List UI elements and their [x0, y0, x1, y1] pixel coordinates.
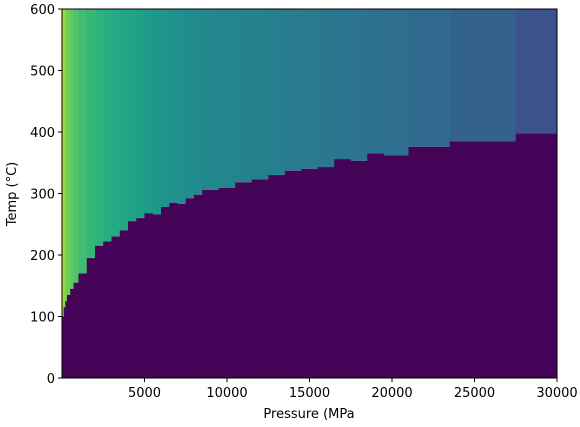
lower-region	[317, 167, 335, 378]
upper-region	[284, 9, 302, 171]
lower-region	[367, 153, 385, 378]
upper-region	[63, 9, 66, 308]
x-axis-label: Pressure (MPa	[263, 407, 354, 422]
lower-region	[194, 194, 203, 378]
lower-region	[177, 203, 187, 378]
upper-region	[367, 9, 385, 154]
lower-region	[218, 187, 236, 378]
x-tick-label: 10000	[206, 386, 247, 401]
lower-region	[63, 307, 66, 378]
lower-region	[350, 160, 368, 378]
y-tick-label: 400	[30, 126, 55, 141]
lower-region	[128, 221, 137, 378]
upper-region	[103, 9, 112, 242]
upper-region	[185, 9, 195, 199]
upper-region	[144, 9, 154, 214]
x-tick-label: 30000	[536, 386, 577, 401]
lower-region	[65, 301, 68, 378]
lower-region	[169, 202, 178, 378]
lower-region	[119, 230, 129, 378]
upper-region	[119, 9, 129, 231]
lower-region	[334, 159, 352, 378]
lower-region	[284, 170, 302, 378]
lower-region	[251, 179, 269, 378]
upper-region	[408, 9, 451, 147]
lower-region	[185, 198, 195, 378]
y-tick-label: 100	[30, 311, 55, 326]
lower-region	[235, 182, 253, 378]
upper-region	[128, 9, 137, 222]
lower-region	[144, 213, 154, 378]
lower-region	[62, 316, 65, 378]
upper-region	[78, 9, 88, 274]
upper-region	[383, 9, 409, 156]
lower-region	[70, 288, 75, 378]
lower-region	[111, 236, 121, 378]
upper-region	[202, 9, 220, 190]
upper-region	[86, 9, 96, 259]
lower-region	[383, 155, 409, 378]
lower-region	[73, 282, 79, 378]
lower-region	[78, 273, 88, 378]
upper-region	[301, 9, 319, 169]
lower-region	[515, 133, 558, 378]
upper-region	[62, 9, 65, 317]
lower-region	[152, 214, 162, 378]
upper-region	[65, 9, 68, 302]
upper-region	[169, 9, 178, 203]
lower-region	[103, 241, 112, 378]
x-tick-label: 5000	[128, 386, 161, 401]
y-tick-label: 200	[30, 249, 55, 264]
y-axis-label: Temp (°C)	[5, 162, 20, 228]
y-tick-label: 500	[30, 65, 55, 80]
lower-region	[202, 189, 220, 378]
lower-region	[408, 146, 451, 378]
upper-region	[136, 9, 145, 219]
lower-region	[449, 141, 517, 378]
upper-region	[66, 9, 71, 295]
x-tick-label: 15000	[289, 386, 330, 401]
upper-region	[177, 9, 187, 204]
upper-region	[152, 9, 162, 215]
upper-region	[70, 9, 75, 289]
upper-region	[235, 9, 253, 183]
upper-region	[449, 9, 517, 142]
upper-region	[161, 9, 170, 208]
lower-region	[66, 294, 71, 378]
upper-region	[111, 9, 121, 237]
lower-region	[95, 245, 104, 378]
upper-region	[194, 9, 203, 195]
upper-region	[317, 9, 335, 168]
y-tick-label: 0	[47, 372, 55, 387]
y-tick-label: 600	[30, 3, 55, 18]
upper-region	[218, 9, 236, 188]
upper-region	[251, 9, 269, 180]
upper-region	[350, 9, 368, 161]
upper-region	[515, 9, 558, 134]
upper-region	[73, 9, 79, 283]
upper-region	[95, 9, 104, 246]
lower-region	[268, 175, 286, 378]
upper-region	[268, 9, 286, 176]
x-tick-label: 25000	[454, 386, 495, 401]
lower-region	[161, 207, 170, 378]
y-tick-label: 300	[30, 188, 55, 203]
lower-region	[136, 218, 145, 378]
lower-region	[301, 168, 319, 378]
x-tick-label: 20000	[371, 386, 412, 401]
lower-region	[86, 258, 96, 378]
upper-region	[334, 9, 352, 160]
